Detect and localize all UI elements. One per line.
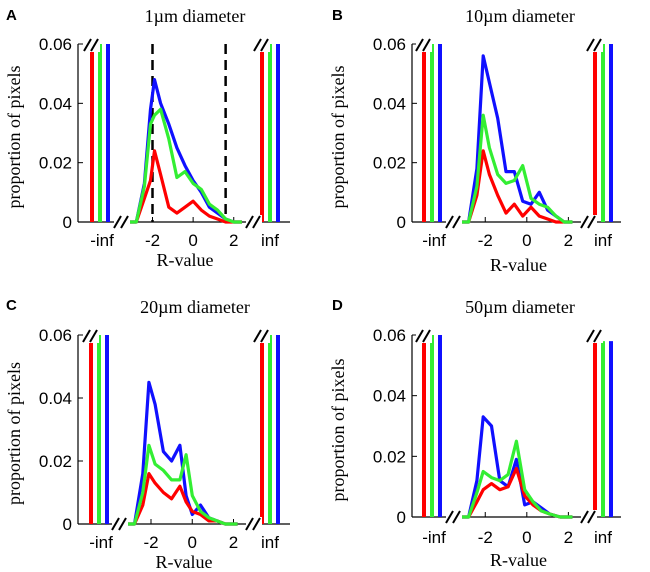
panel-b: B 10µm diameter 0 0.02 0.04 0.06 proportion of… (328, 6, 621, 275)
right-axis-break-slash (587, 215, 596, 229)
neg-inf-label: -inf (422, 528, 446, 547)
y-tick-label: 0.02 (373, 447, 406, 466)
y-axis-label: proportion of pixels (328, 66, 348, 209)
left-axis-break-slash (120, 215, 129, 229)
pos-inf-label: inf (261, 231, 279, 250)
y-axis-label: proportion of pixels (4, 362, 24, 505)
right-axis-break-slash (587, 510, 596, 524)
pos-inf-break-slash (260, 329, 269, 343)
x-axis-label: R-value (490, 255, 547, 275)
y-tick-label: 0.02 (373, 154, 406, 173)
series-line-green (456, 439, 573, 519)
neg-inf-break-slash (415, 329, 424, 343)
neg-inf-label: -inf (89, 533, 113, 552)
pos-inf-label: inf (261, 533, 279, 552)
y-tick-label: 0.04 (373, 94, 406, 113)
x-tick-label: -2 (478, 231, 493, 250)
pos-inf-label: inf (594, 231, 612, 250)
right-axis-break-slash (580, 510, 589, 524)
neg-inf-break-slash (90, 38, 99, 52)
x-tick-label: 0 (188, 231, 197, 250)
right-axis-break-slash (245, 215, 254, 229)
panel-letter: D (332, 297, 343, 314)
panel-d: D 50µm diameter 0 0.02 0.04 0.06 proportion of… (328, 297, 621, 570)
neg-inf-break-slash (415, 38, 424, 52)
x-tick-label: 0 (188, 533, 197, 552)
y-tick-label: 0.06 (39, 326, 72, 345)
y-tick-label: 0 (397, 213, 406, 232)
x-tick-label: 2 (229, 231, 238, 250)
y-axis-label: proportion of pixels (4, 66, 24, 209)
chart-title: 50µm diameter (465, 297, 575, 317)
pos-inf-break-slash (586, 38, 595, 52)
panel-a: A 1µm diameter 0 0.02 0.04 0.06 proportion of … (4, 6, 290, 270)
pos-inf-break-slash (593, 329, 602, 343)
neg-inf-break-slash (83, 38, 92, 52)
pos-inf-break-slash (593, 38, 602, 52)
left-axis-break-slash (445, 510, 454, 524)
right-axis-break-slash (580, 215, 589, 229)
pos-inf-break-slash (253, 38, 262, 52)
series-line-green (456, 113, 573, 224)
x-tick-label: -2 (478, 528, 493, 547)
chart-title: 1µm diameter (145, 6, 246, 26)
x-axis-label: R-value (157, 250, 214, 270)
y-tick-label: 0.04 (39, 389, 72, 408)
panel-letter: B (332, 7, 343, 24)
x-tick-label: -2 (143, 533, 158, 552)
chart-title: 10µm diameter (465, 6, 575, 26)
y-tick-label: 0.06 (39, 35, 72, 54)
x-tick-label: 0 (522, 231, 531, 250)
x-tick-label: 2 (564, 528, 573, 547)
x-axis-label: R-value (490, 550, 547, 570)
y-tick-label: 0 (397, 508, 406, 527)
neg-inf-break-slash (89, 329, 98, 343)
panel-letter: C (6, 297, 17, 314)
y-tick-label: 0.06 (373, 326, 406, 345)
left-axis-break-slash (452, 215, 461, 229)
neg-inf-break-slash (82, 329, 91, 343)
series-line-red (124, 149, 242, 224)
y-tick-label: 0.04 (39, 94, 72, 113)
pos-inf-break-slash (260, 38, 269, 52)
neg-inf-label: -inf (90, 231, 114, 250)
y-axis-label: proportion of pixels (328, 359, 348, 502)
x-tick-label: 2 (229, 533, 238, 552)
y-tick-label: 0.02 (39, 154, 72, 173)
y-tick-label: 0.04 (373, 387, 406, 406)
right-axis-break-slash (252, 517, 261, 531)
neg-inf-break-slash (422, 329, 431, 343)
x-tick-label: 2 (564, 231, 573, 250)
pos-inf-break-slash (253, 329, 262, 343)
pos-inf-label: inf (594, 528, 612, 547)
x-axis-label: R-value (156, 552, 213, 572)
left-axis-break-slash (452, 510, 461, 524)
left-axis-break-slash (113, 215, 122, 229)
y-tick-label: 0 (63, 515, 72, 534)
series-line-green (124, 107, 242, 224)
y-tick-label: 0.02 (39, 452, 72, 471)
left-axis-break-slash (445, 215, 454, 229)
x-tick-label: -2 (145, 231, 160, 250)
pos-inf-break-slash (586, 329, 595, 343)
left-axis-break-slash (118, 517, 127, 531)
y-tick-label: 0 (63, 213, 72, 232)
series-line-green (122, 443, 238, 526)
right-axis-break-slash (245, 517, 254, 531)
x-tick-label: 0 (522, 528, 531, 547)
panel-c: C 20µm diameter 0 0.02 0.04 0.06 proportion of… (4, 297, 290, 572)
neg-inf-break-slash (422, 38, 431, 52)
y-tick-label: 0.06 (373, 35, 406, 54)
left-axis-break-slash (111, 517, 120, 531)
panel-letter: A (6, 7, 17, 24)
chart-title: 20µm diameter (140, 297, 250, 317)
right-axis-break-slash (252, 215, 261, 229)
neg-inf-label: -inf (422, 231, 446, 250)
